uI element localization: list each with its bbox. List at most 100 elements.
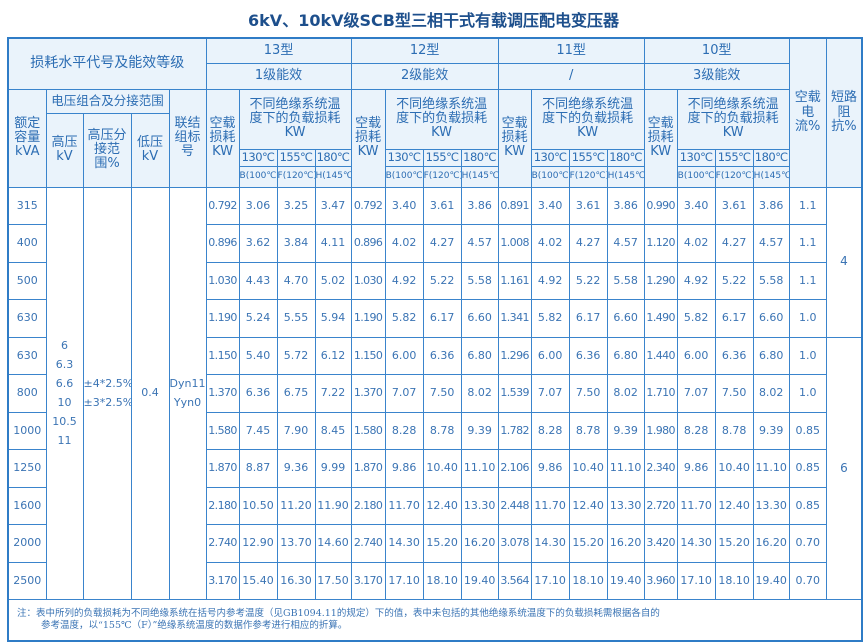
no-load-loss-header: 空载损耗KW (350, 88, 386, 188)
lv-header: 低压kV (130, 112, 170, 188)
no-load-loss-cell: 1.490 (643, 299, 678, 338)
header-label: 不同绝缘系统温度下的负载损耗KW (396, 96, 488, 141)
capacity-cell: 500 (7, 261, 47, 300)
load-loss-cell: 8.45 (314, 411, 352, 450)
load-loss-cell: 7.07 (676, 374, 716, 413)
load-loss-cell: 3.84 (276, 224, 316, 263)
table-row: 315 6 6.3 6.6 10 10.5 11 ±4*2.5% ±3*2.5% 0.4 Dyn11… (7, 186, 863, 600)
load-loss-cell: 6.36 (568, 336, 608, 375)
header-label: 空载损耗KW (355, 115, 382, 160)
no-load-current-cell: 0.85 (788, 411, 827, 450)
load-loss-cell: 9.39 (752, 411, 790, 450)
loss-level-header: 损耗水平代号及能效等级 (7, 37, 207, 90)
impedance-cell: 4 (825, 186, 863, 338)
header-label: 短路阻抗% (830, 90, 857, 134)
no-load-loss-cell: 2.180 (205, 486, 240, 525)
load-loss-cell: 5.55 (276, 299, 316, 338)
load-loss-cell: 14.30 (676, 524, 716, 563)
note-line: 参考温度，以“155℃（F）”绝缘系统温度的数据作参考进行相应的折算。 (41, 620, 348, 631)
load-loss-cell: 9.39 (460, 411, 499, 450)
table-row: 2000 2.740 12.90 13.70 14.60 2.740 14.30 15.20 1… (7, 524, 862, 563)
load-loss-cell: 5.02 (314, 261, 352, 300)
load-loss-cell: 12.40 (568, 486, 608, 525)
hv-value: 6 (61, 339, 68, 353)
tap-value: ±4*2.5% (83, 377, 131, 391)
header-row: B(100℃)F(120℃)H(145℃)B(100℃)F(120℃)H(145… (8, 165, 862, 188)
no-load-loss-cell: 1.580 (205, 411, 240, 450)
load-loss-cell: 7.50 (714, 374, 754, 413)
load-loss-cell: 6.17 (714, 299, 754, 338)
efficiency-grade-header: 3级能效 (643, 62, 790, 90)
no-load-loss-cell: 0.990 (643, 186, 678, 225)
load-loss-cell: 7.07 (530, 374, 570, 413)
load-loss-cell: 4.92 (676, 261, 716, 300)
load-loss-cell: 6.17 (422, 299, 462, 338)
load-loss-cell: 19.40 (752, 561, 790, 600)
insulation-class-header: B(100℃) (676, 165, 716, 188)
no-load-loss-cell: 2.448 (497, 486, 532, 525)
no-load-loss-cell: 1.580 (350, 411, 386, 450)
capacity-cell: 400 (7, 224, 47, 263)
load-loss-cell: 6.60 (752, 299, 790, 338)
temperature-header: 180℃ (314, 148, 352, 167)
no-load-loss-cell: 1.190 (205, 299, 240, 338)
load-loss-cell: 9.99 (314, 449, 352, 488)
no-load-loss-cell: 3.078 (497, 524, 532, 563)
load-loss-cell: 4.27 (568, 224, 608, 263)
table-row: 1250 1.870 8.87 9.36 9.99 1.870 9.86 10.40 11.10… (7, 449, 862, 488)
table-header: 损耗水平代号及能效等级 13型 12型 11型 10型 空载电流% 短路阻抗% 1级能效 2级能… (7, 37, 863, 188)
header-label: 高压分接范围% (87, 127, 127, 172)
no-load-loss-cell: 1.710 (643, 374, 678, 413)
load-loss-cell: 6.17 (568, 299, 608, 338)
hv-value: 10 (57, 396, 72, 410)
load-loss-cell: 6.80 (752, 336, 790, 375)
efficiency-grade-header: 2级能效 (350, 62, 499, 90)
load-loss-cell: 6.36 (422, 336, 462, 375)
table-row: 800 1.370 6.36 6.75 7.22 1.370 7.07 7.50 8.02 1.5… (7, 374, 862, 413)
load-loss-cell: 8.87 (238, 449, 278, 488)
load-loss-cell: 7.22 (314, 374, 352, 413)
load-loss-cell: 16.20 (752, 524, 790, 563)
load-loss-cell: 18.10 (714, 561, 754, 600)
load-loss-cell: 17.50 (314, 561, 352, 600)
no-load-loss-cell: 1.161 (497, 261, 532, 300)
no-load-current-cell: 0.70 (788, 524, 827, 563)
load-loss-cell: 5.24 (238, 299, 278, 338)
no-load-loss-cell: 1.870 (205, 449, 240, 488)
load-loss-cell: 19.40 (606, 561, 645, 600)
capacity-cell: 2000 (7, 524, 47, 563)
load-loss-header: 不同绝缘系统温度下的负载损耗KW (238, 88, 352, 150)
load-loss-cell: 17.10 (384, 561, 424, 600)
temperature-header: 130℃ (384, 148, 424, 167)
header-label: 额定容量kVA (14, 115, 41, 160)
hv-tap-header: 高压分接范围% (82, 112, 132, 188)
capacity-cell: 800 (7, 374, 47, 413)
load-loss-cell: 4.11 (314, 224, 352, 263)
header-label: 空载损耗KW (209, 115, 236, 160)
hv-value: 10.5 (52, 415, 77, 429)
table-body: 315 6 6.3 6.6 10 10.5 11 ±4*2.5% ±3*2.5% 0.4 Dyn11… (7, 186, 863, 642)
load-loss-cell: 3.40 (530, 186, 570, 225)
vector-value: Yyn0 (173, 396, 202, 410)
temperature-header: 130℃ (676, 148, 716, 167)
load-loss-cell: 4.57 (460, 224, 499, 263)
header-row: 额定容量kVA 电压组合及分接范围 联结组标号 空载损耗KW 不同绝缘系统温度下的负载损… (7, 88, 862, 188)
impedance-header: 短路阻抗% (825, 37, 863, 188)
no-load-loss-cell: 3.170 (205, 561, 240, 600)
hv-values-cell: 6 6.3 6.6 10 10.5 11 (45, 186, 84, 600)
load-loss-cell: 6.00 (530, 336, 570, 375)
header-row: 高压kV 高压分接范围% 低压kV (8, 112, 862, 188)
load-loss-cell: 11.70 (676, 486, 716, 525)
insulation-class-header: H(145℃) (606, 165, 645, 188)
load-loss-cell: 3.61 (568, 186, 608, 225)
header-label: 不同绝缘系统温度下的负载损耗KW (249, 96, 341, 141)
insulation-class-header: B(100℃) (530, 165, 570, 188)
load-loss-cell: 3.86 (460, 186, 499, 225)
no-load-loss-cell: 1.539 (497, 374, 532, 413)
capacity-cell: 2500 (7, 561, 47, 600)
header-label: 不同绝缘系统温度下的负载损耗KW (687, 96, 779, 141)
vector-values-cell: Dyn11 Yyn0 (168, 186, 207, 600)
load-loss-cell: 8.02 (752, 374, 790, 413)
table-row: 630 1.190 5.24 5.55 5.94 1.190 5.82 6.17 6.60 1.3… (7, 299, 862, 338)
no-load-loss-cell: 2.740 (350, 524, 386, 563)
